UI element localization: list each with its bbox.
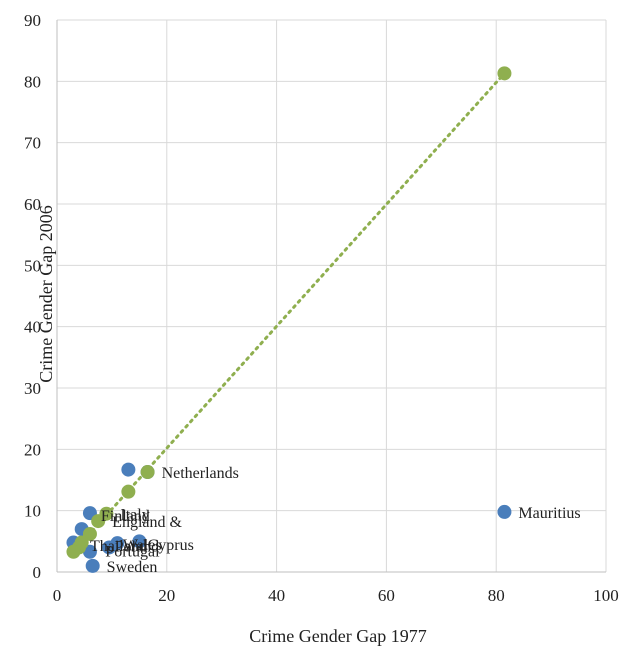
point-label: Finland: [101, 508, 150, 525]
series-2-point: [497, 66, 512, 81]
y-tick-label: 90: [24, 11, 41, 30]
y-axis-title: Crime Gender Gap 2006: [36, 205, 56, 382]
y-tick-label: 40: [24, 318, 41, 337]
series-1-point: [497, 504, 512, 519]
y-tick-label: 60: [24, 195, 41, 214]
point-label: Sweden: [107, 559, 158, 576]
point-label: Cyprus: [148, 537, 194, 554]
x-tick-label: 80: [488, 586, 505, 605]
series-2-point: [91, 514, 106, 529]
x-tick-label: 20: [158, 586, 175, 605]
series-2-point: [66, 544, 81, 559]
y-tick-label: 10: [24, 502, 41, 521]
point-label: Thailand: [90, 538, 147, 555]
point-label: Portugal: [105, 544, 160, 561]
series-2-point: [140, 465, 155, 480]
y-tick-label: 50: [24, 256, 41, 275]
y-tick-label: 20: [24, 440, 41, 459]
series-1-point: [110, 536, 125, 551]
series-1-point: [132, 534, 147, 549]
point-label: England &: [112, 514, 182, 531]
series-1-point: [85, 558, 100, 573]
y-tick-label: 30: [24, 379, 41, 398]
data-points: [66, 66, 512, 573]
point-label: Mauritius: [518, 505, 580, 522]
trendline: [71, 71, 506, 554]
point-label: Poland: [115, 539, 159, 556]
x-tick-label: 0: [53, 586, 62, 605]
y-tick-label: 80: [24, 72, 41, 91]
x-tick-label: 60: [378, 586, 395, 605]
y-tick-label: 0: [33, 563, 42, 582]
series-1-point: [82, 544, 97, 559]
y-tick-label: 70: [24, 134, 41, 153]
x-axis-title: Crime Gender Gap 1977: [249, 626, 426, 646]
series-2-point: [121, 484, 136, 499]
series-1-point: [121, 462, 136, 477]
trendline-path: [71, 71, 506, 554]
x-tick-label: 100: [593, 586, 619, 605]
axes: [56, 20, 606, 573]
tick-labels: 0 20 40 60 80 100 0 10 20 30 40 50 60 70 80 90: [24, 11, 619, 605]
grid-lines: [56, 19, 607, 573]
point-label: Italy: [120, 507, 149, 524]
point-label: Wales: [123, 537, 162, 554]
x-tick-label: 40: [268, 586, 285, 605]
point-label: Netherlands: [162, 465, 239, 482]
